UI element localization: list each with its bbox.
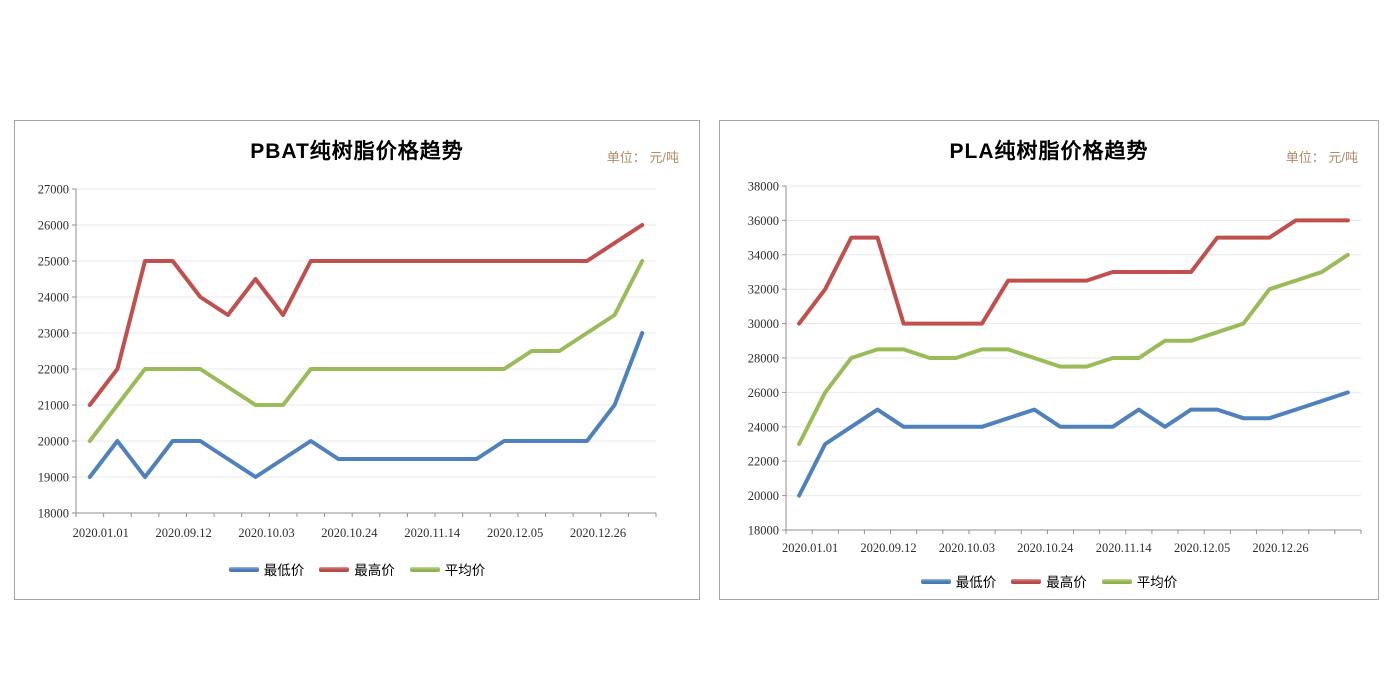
pbat-price-trend-chart-card: PBAT纯树脂价格趋势 单位： 元/吨 27000 26000 25000 24000… [14,120,700,600]
pla-price-trend-chart-card: PLA纯树脂价格趋势 单位： 元/吨 38000 36000 34000 32000 3… [719,120,1379,600]
legend-line-swatch [228,566,259,572]
x-tick-label: 2020.10.24 [321,526,378,540]
legend-item: 最低价 [228,559,305,579]
y-tick-label: 25000 [38,255,69,269]
y-tick-label: 20000 [38,435,69,449]
x-tick-label: 2020.10.03 [238,526,294,540]
legend-item: 平均价 [409,559,486,579]
series-line-最低价 [87,331,645,479]
x-tick-label: 2020.01.01 [782,541,838,555]
x-tick-label: 2020.10.03 [939,541,995,555]
legend-label: 最低价 [263,563,305,578]
legend-label: 最高价 [1046,575,1087,590]
y-tick-label: 21000 [38,399,69,413]
x-tick-label: 2020.01.01 [73,526,129,540]
y-tick-label: 19000 [38,471,69,485]
legend-label: 最低价 [955,575,997,590]
legend-label: 最高价 [354,563,395,578]
y-tick-label: 26000 [38,219,69,233]
y-tick-label: 38000 [748,180,779,194]
legend-label: 平均价 [1136,575,1178,590]
y-tick-label: 34000 [748,248,779,262]
y-tick-label: 30000 [748,317,779,331]
x-tick-label: 2020.09.12 [156,526,212,540]
series-line-平均价 [87,259,645,443]
legend-line-swatch [319,566,350,572]
x-tick-label: 2020.11.14 [1096,541,1153,555]
legend-line-swatch [409,566,440,572]
y-tick-label: 20000 [748,489,779,503]
series-line-最高价 [87,223,645,407]
y-tick-label: 27000 [38,183,69,197]
pbat-unit-label: 单位： 元/吨 [606,150,679,165]
pbat-chart-legend: 最低价 最高价 平均价 [15,559,699,579]
legend-item: 最高价 [1011,571,1087,591]
legend-item: 平均价 [1101,571,1178,591]
y-tick-label: 22000 [38,363,69,377]
x-tick-label: 2020.12.05 [1174,541,1230,555]
x-tick-label: 2020.09.12 [860,541,916,555]
x-tick-label: 2020.12.26 [1252,541,1308,555]
legend-item: 最低价 [920,571,997,591]
y-tick-label: 24000 [38,291,69,305]
y-tick-label: 23000 [38,327,69,341]
pla-unit-label: 单位： 元/吨 [1285,150,1358,165]
legend-line-swatch [920,578,951,584]
legend-label: 平均价 [444,563,486,578]
x-tick-label: 2020.12.26 [570,526,626,540]
legend-item: 最高价 [319,559,395,579]
y-tick-label: 18000 [748,524,779,538]
series-line-平均价 [797,252,1350,446]
y-tick-label: 36000 [748,214,779,228]
pla-chart-legend: 最低价 最高价 平均价 [720,571,1378,591]
x-tick-label: 2020.12.05 [487,526,543,540]
pla-chart-plot-area: 38000 36000 34000 32000 30000 28000 26000 24000… [748,180,1362,555]
series-line-最低价 [797,390,1350,498]
pla-chart-title: PLA纯树脂价格趋势 [949,140,1149,163]
legend-line-swatch [1011,578,1042,584]
y-tick-label: 28000 [748,352,779,366]
series-line-最高价 [797,218,1350,326]
y-tick-label: 24000 [748,420,779,434]
y-tick-label: 26000 [748,386,779,400]
pbat-chart-title: PBAT纯树脂价格趋势 [250,140,464,163]
legend-line-swatch [1101,578,1132,584]
y-tick-label: 18000 [38,507,69,521]
x-tick-label: 2020.11.14 [404,526,461,540]
y-tick-label: 32000 [748,283,779,297]
x-tick-label: 2020.10.24 [1017,541,1074,555]
pbat-chart-plot-area: 27000 26000 25000 24000 23000 22000 21000 20000… [38,183,657,540]
y-tick-label: 22000 [748,455,779,469]
